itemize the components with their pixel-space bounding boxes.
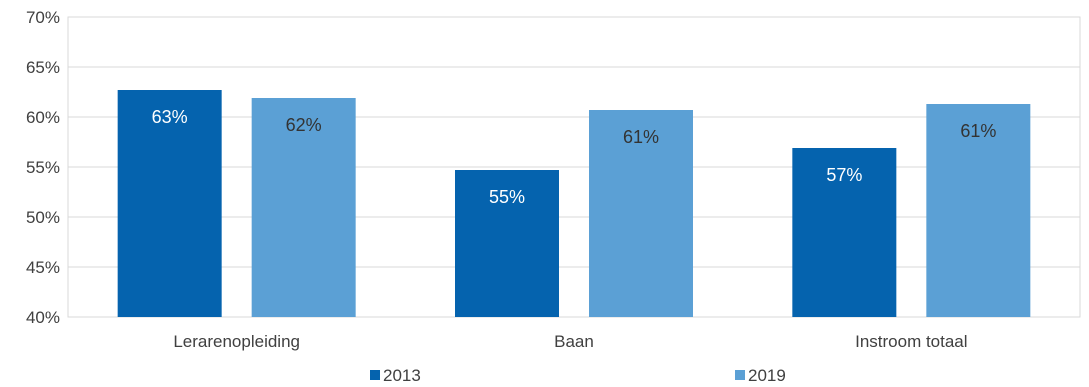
- data-labels: 63% 62% 55% 61% 57% 61%: [152, 107, 997, 207]
- bar-2013-2: [792, 148, 897, 317]
- bar-2019-1: [589, 110, 693, 317]
- bars: [117, 90, 1031, 317]
- y-tick-label: 50%: [26, 208, 60, 227]
- y-tick-label: 70%: [26, 8, 60, 27]
- y-tick-label: 45%: [26, 258, 60, 277]
- y-tick-label: 65%: [26, 58, 60, 77]
- data-label: 61%: [623, 127, 659, 147]
- y-axis-ticks: 40% 45% 50% 55% 60% 65% 70%: [26, 8, 60, 327]
- x-axis-ticks: Lerarenopleiding Baan Instroom totaal: [173, 332, 967, 351]
- bar-2013-0: [117, 90, 222, 317]
- data-label: 63%: [152, 107, 188, 127]
- gridlines: [68, 66, 1080, 268]
- legend-swatch-2013: [370, 370, 380, 380]
- x-tick-label: Baan: [554, 332, 594, 351]
- data-label: 61%: [960, 121, 996, 141]
- y-tick-label: 60%: [26, 108, 60, 127]
- x-tick-label: Instroom totaal: [855, 332, 967, 351]
- data-label: 62%: [286, 115, 322, 135]
- bar-2019-2: [926, 104, 1031, 317]
- y-tick-label: 55%: [26, 158, 60, 177]
- legend: 2013 2019: [370, 366, 786, 385]
- data-label: 55%: [489, 187, 525, 207]
- legend-label: 2019: [748, 366, 786, 385]
- bar-2019-0: [251, 98, 356, 317]
- y-tick-label: 40%: [26, 308, 60, 327]
- legend-swatch-2019: [735, 370, 745, 380]
- legend-label: 2013: [383, 366, 421, 385]
- bar-2013-1: [455, 170, 559, 317]
- x-tick-label: Lerarenopleiding: [173, 332, 300, 351]
- data-label: 57%: [826, 165, 862, 185]
